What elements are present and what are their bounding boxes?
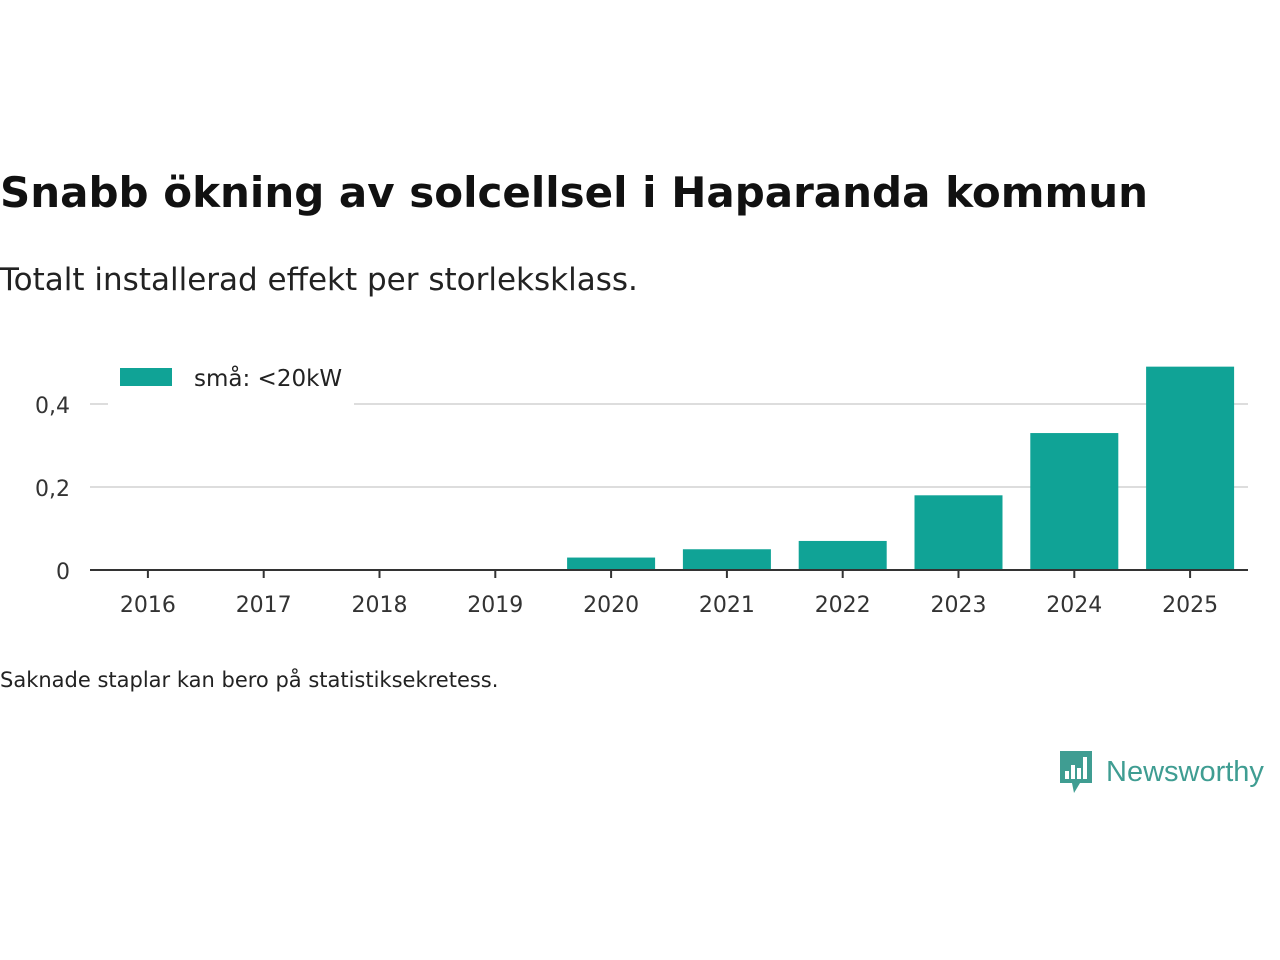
bar-2022 xyxy=(798,540,887,570)
x-tick-label: 2019 xyxy=(467,593,523,618)
x-tick-label: 2022 xyxy=(815,593,871,618)
chart-subtitle: Totalt installerad effekt per storlekskl… xyxy=(0,262,638,298)
x-tick-label: 2021 xyxy=(699,593,755,618)
bar-chart: små: <20kW 0 0,2 0,4 2016 2017 2018 2019 2020 20… xyxy=(35,358,1248,618)
y-tick-label: 0,2 xyxy=(35,477,70,502)
brand-name: Newsworthy xyxy=(1106,755,1264,788)
newsworthy-logo[interactable]: Newsworthy xyxy=(1058,748,1264,796)
x-tick-label: 2024 xyxy=(1046,593,1102,618)
chart-title: Snabb ökning av solcellsel i Haparanda k… xyxy=(0,168,1149,217)
x-tick-label: 2017 xyxy=(236,593,292,618)
y-tick-label: 0,4 xyxy=(35,394,70,419)
legend-label: små: <20kW xyxy=(194,364,342,392)
y-tick-label: 0 xyxy=(56,560,70,585)
legend-swatch xyxy=(120,368,172,386)
newsworthy-logo-icon xyxy=(1060,751,1092,793)
x-tick-label: 2023 xyxy=(931,593,987,618)
x-tick-label: 2020 xyxy=(583,593,639,618)
bar-2020 xyxy=(567,557,656,570)
bar-2021 xyxy=(682,549,771,570)
x-tick-label: 2018 xyxy=(352,593,408,618)
x-tick-label: 2016 xyxy=(120,593,176,618)
footnote: Saknade staplar kan bero på statistiksek… xyxy=(0,668,499,692)
bar-2025 xyxy=(1146,366,1235,570)
x-tick-label: 2025 xyxy=(1162,593,1218,618)
bar-2024 xyxy=(1030,433,1119,570)
bar-2023 xyxy=(914,495,1003,570)
